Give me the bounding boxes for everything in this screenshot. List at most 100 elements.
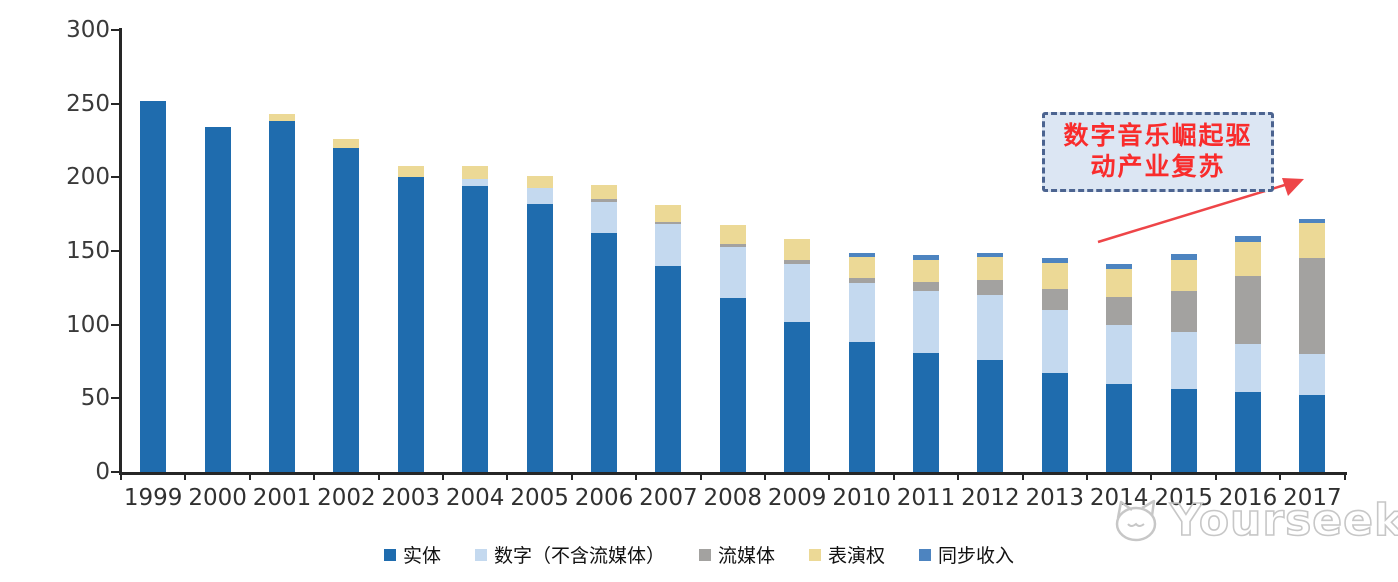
x-axis-tick-19 xyxy=(1343,472,1346,480)
legend-marker-performance-rights xyxy=(809,548,821,561)
bar-2008-segment-streaming xyxy=(719,243,746,247)
bar-2004-segment-digital-excl-streaming xyxy=(462,178,489,187)
bar-2017-segment-sync xyxy=(1299,218,1326,223)
x-axis-tick-7 xyxy=(570,472,573,480)
bar-2009-segment-physical xyxy=(784,321,811,472)
legend-item-streaming: 流媒体 xyxy=(698,541,775,568)
x-axis-label-2017: 2017 xyxy=(1283,485,1342,511)
bar-2006 xyxy=(591,184,617,472)
bar-2001-segment-physical xyxy=(269,121,295,472)
x-axis-label-2009: 2009 xyxy=(767,485,827,511)
x-axis-tick-6 xyxy=(506,472,509,480)
bar-2014-segment-digital-excl-streaming xyxy=(1106,324,1133,384)
bar-1999 xyxy=(140,100,167,472)
bar-2006-segment-digital-excl-streaming xyxy=(591,202,617,234)
bar-2001 xyxy=(269,113,295,472)
legend-label-digital-excl-streaming: 数字（不含流媒体） xyxy=(493,546,665,567)
bar-2015-segment-sync xyxy=(1170,253,1197,260)
yourseeker-cat-logo-icon xyxy=(1115,499,1157,542)
bar-2010-segment-sync xyxy=(848,252,875,257)
legend-label-streaming: 流媒体 xyxy=(717,546,775,567)
bar-2005-segment-digital-excl-streaming xyxy=(526,187,553,204)
bar-2015-segment-physical xyxy=(1170,389,1197,472)
legend-item-physical: 实体 xyxy=(383,541,441,568)
x-axis-tick-8 xyxy=(635,472,638,480)
bar-2016-segment-physical xyxy=(1235,392,1261,472)
bar-2002 xyxy=(333,139,360,472)
x-axis-line xyxy=(119,472,1347,475)
x-axis-label-2005: 2005 xyxy=(510,485,569,511)
bar-2011 xyxy=(913,255,939,472)
x-axis-tick-13 xyxy=(957,472,960,480)
y-axis-tick-50 xyxy=(111,397,120,400)
x-axis-label-2012: 2012 xyxy=(961,485,1020,511)
y-axis-label-50: 50 xyxy=(80,385,110,412)
bar-2009 xyxy=(784,239,811,472)
y-axis-tick-200 xyxy=(111,176,120,179)
x-axis-tick-16 xyxy=(1150,472,1153,480)
bar-2013-segment-streaming xyxy=(1041,289,1068,310)
bar-2002-segment-physical xyxy=(333,147,360,472)
bar-2012-segment-physical xyxy=(977,360,1004,472)
y-axis-label-200: 200 xyxy=(66,164,110,191)
y-axis-tick-300 xyxy=(111,29,120,31)
bar-2011-segment-streaming xyxy=(913,281,939,291)
y-axis-label-300: 300 xyxy=(66,17,110,43)
bar-2008 xyxy=(719,224,746,472)
bar-1999-segment-physical xyxy=(140,100,167,472)
y-axis-label-100: 100 xyxy=(66,311,110,338)
bar-2017-segment-performance-rights xyxy=(1299,223,1326,259)
bar-2014-segment-performance-rights xyxy=(1106,268,1133,297)
bar-2013-segment-performance-rights xyxy=(1041,262,1068,290)
x-axis-tick-3 xyxy=(313,472,316,480)
bar-2017 xyxy=(1299,218,1326,472)
x-axis-tick-2 xyxy=(248,472,251,480)
bar-2010-segment-physical xyxy=(848,342,875,472)
legend: 实体 数字（不含流媒体） 流媒体 表演权 同步收入 xyxy=(0,541,1398,568)
bar-2008-segment-digital-excl-streaming xyxy=(719,246,746,299)
x-axis-label-2003: 2003 xyxy=(381,485,441,511)
bar-2013 xyxy=(1041,258,1068,472)
bar-2003 xyxy=(397,165,424,472)
bar-2006-segment-physical xyxy=(591,233,617,472)
x-axis-label-2015: 2015 xyxy=(1154,485,1213,511)
bar-2007-segment-physical xyxy=(655,265,682,472)
legend-marker-digital-excl-streaming xyxy=(474,548,487,561)
x-axis-tick-17 xyxy=(1214,472,1217,480)
bar-2004 xyxy=(462,165,489,472)
bar-2014-segment-sync xyxy=(1106,264,1133,269)
bar-2012-segment-sync xyxy=(977,252,1004,257)
bar-2000-segment-physical xyxy=(204,127,231,472)
legend-marker-streaming xyxy=(698,548,711,561)
bar-2008-segment-physical xyxy=(719,298,746,472)
x-axis-tick-15 xyxy=(1086,472,1088,480)
x-axis-label-2002: 2002 xyxy=(317,485,376,511)
y-axis-tick-250 xyxy=(111,102,120,105)
y-axis-tick-0 xyxy=(111,471,120,473)
y-axis-line xyxy=(119,28,122,475)
annotation-text-line2: 动产业复苏 xyxy=(1090,154,1226,181)
bar-2009-segment-performance-rights xyxy=(784,239,811,260)
x-axis-tick-12 xyxy=(892,472,895,480)
x-axis-tick-5 xyxy=(442,472,444,480)
x-axis-label-2008: 2008 xyxy=(703,485,763,511)
bar-2015-segment-performance-rights xyxy=(1170,259,1197,291)
bar-2014-segment-physical xyxy=(1106,383,1133,472)
bar-2016-segment-performance-rights xyxy=(1235,242,1261,277)
bar-2005-segment-performance-rights xyxy=(526,175,553,188)
x-axis-label-2013: 2013 xyxy=(1025,485,1085,511)
bar-2005-segment-physical xyxy=(526,203,553,472)
x-axis-tick-1 xyxy=(184,472,187,480)
bar-2014 xyxy=(1106,264,1133,472)
bar-2017-segment-streaming xyxy=(1299,258,1326,355)
bar-2015-segment-streaming xyxy=(1170,290,1197,333)
annotation-text-line1: 数字音乐崛起驱 xyxy=(1063,123,1253,150)
bar-2012 xyxy=(977,252,1004,472)
bar-2007-segment-digital-excl-streaming xyxy=(655,224,682,266)
x-axis-tick-9 xyxy=(699,472,702,480)
x-axis-tick-0 xyxy=(120,472,122,480)
bar-2010-segment-streaming xyxy=(848,277,875,284)
watermark-text: Yourseeker xyxy=(1169,494,1398,547)
y-axis-label-0: 0 xyxy=(95,459,110,485)
